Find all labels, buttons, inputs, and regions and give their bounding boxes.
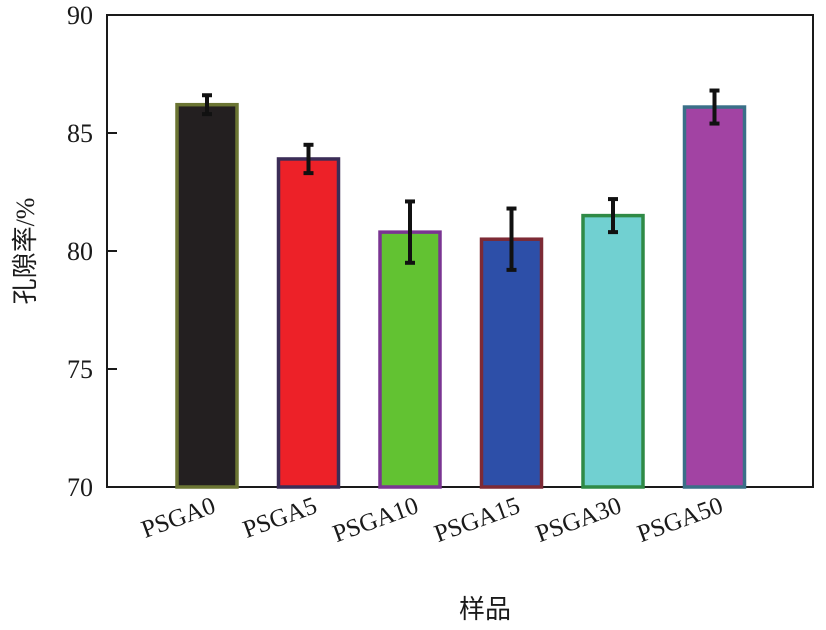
x-tick-label: PSGA5: [240, 492, 321, 544]
x-tick-label: PSGA30: [532, 492, 625, 548]
bar-psga15: [479, 237, 544, 489]
x-axis-title: 样品: [459, 595, 511, 624]
y-tick-label: 85: [67, 119, 93, 148]
bars: [175, 102, 747, 489]
x-tick-label: PSGA15: [431, 492, 524, 548]
bar-psga30: [581, 213, 645, 489]
x-axis-labels: PSGA0 PSGA5 PSGA10 PSGA15 PSGA30 PSGA50: [138, 492, 727, 548]
x-tick-label: PSGA0: [138, 492, 219, 544]
bar-psga10: [378, 230, 442, 489]
bar-psga5: [276, 157, 341, 489]
y-tick-label: 90: [67, 1, 93, 30]
y-tick-label: 70: [67, 473, 93, 502]
y-tick-label: 80: [67, 237, 93, 266]
bar-psga0: [175, 102, 239, 489]
y-axis-title: 孔隙率/%: [11, 198, 40, 305]
error-bars: [202, 88, 720, 272]
y-axis: 70 75 80 85 90: [67, 1, 117, 502]
x-tick-label: PSGA10: [329, 492, 422, 548]
bar-psga50: [682, 105, 747, 489]
x-tick-label: PSGA50: [634, 492, 727, 548]
y-tick-label: 75: [67, 355, 93, 384]
